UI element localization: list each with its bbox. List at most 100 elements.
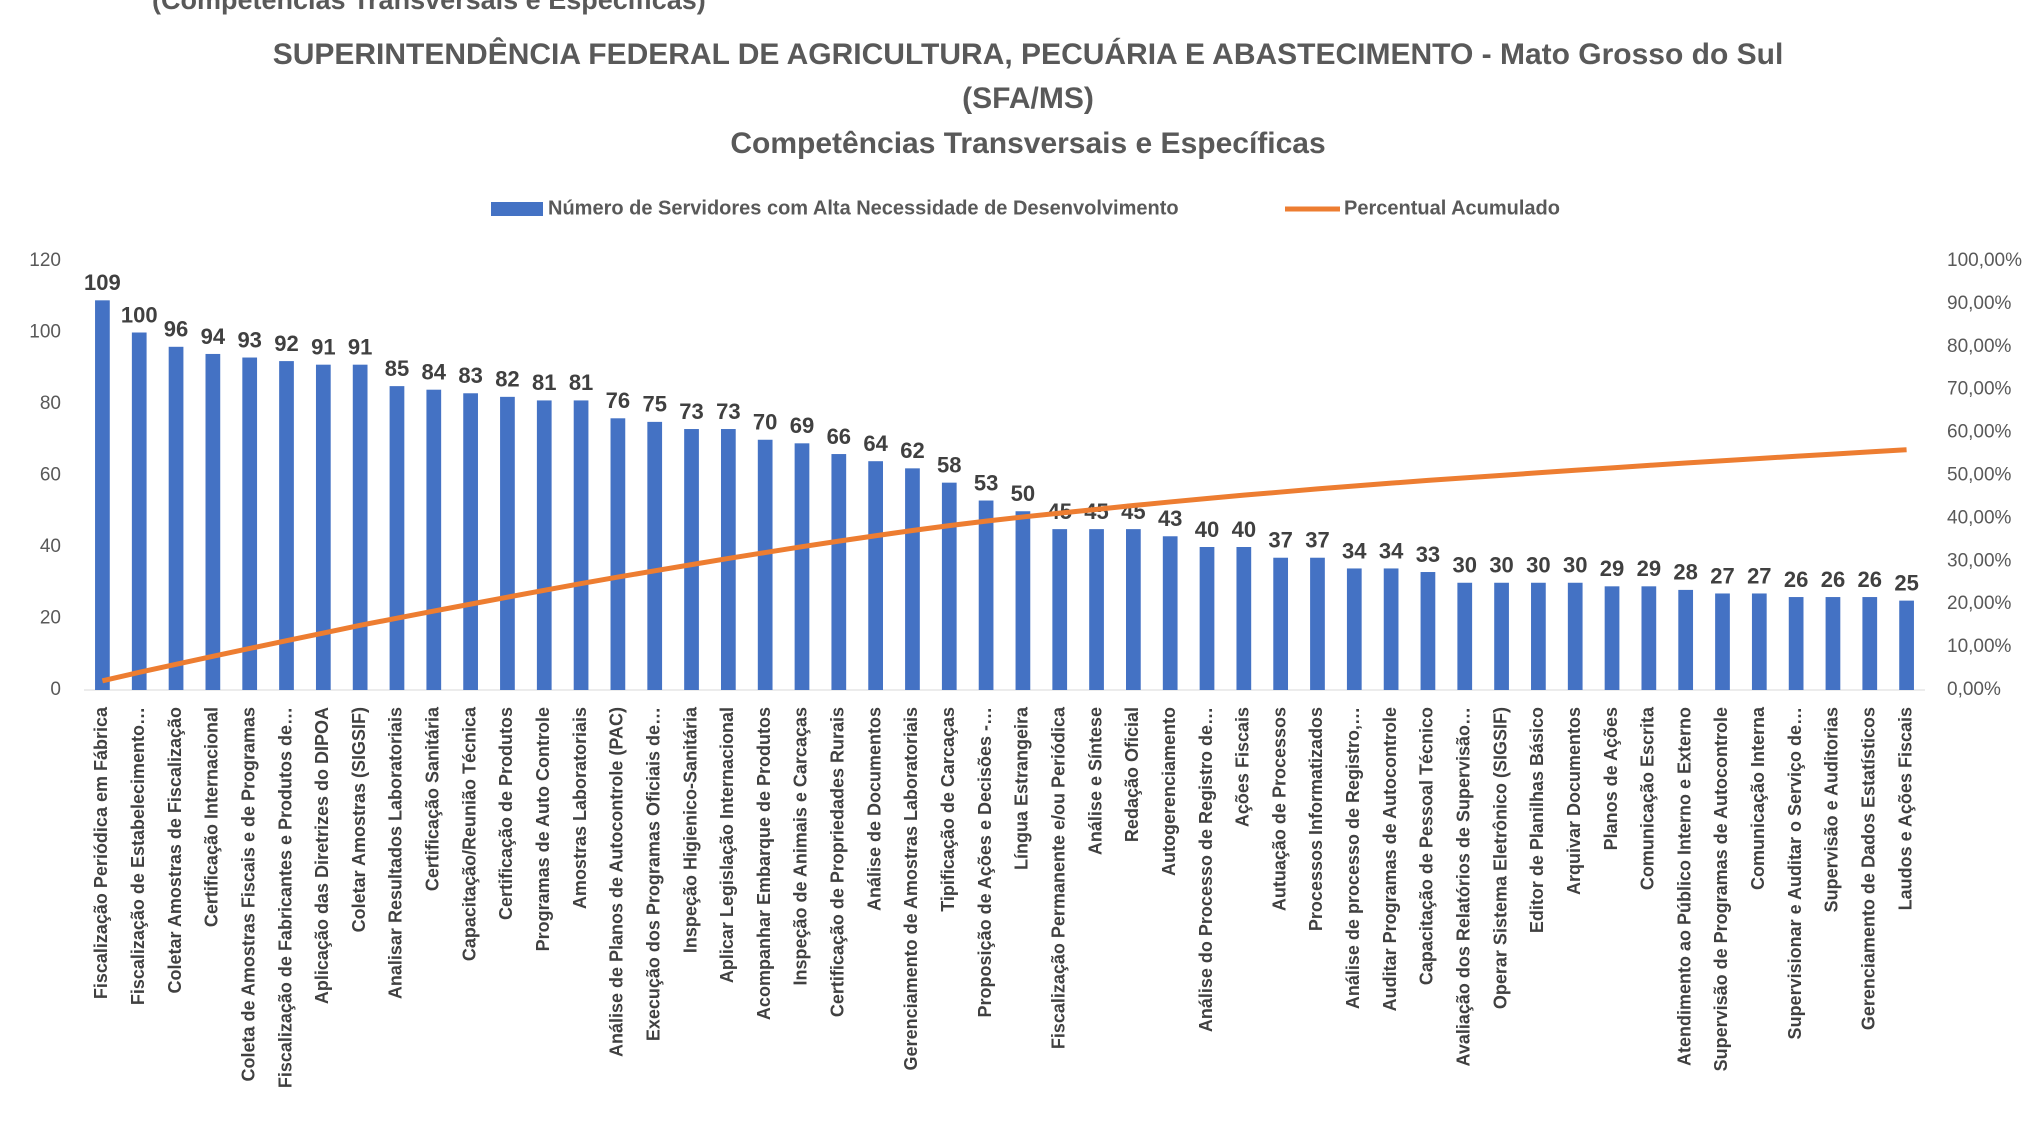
x-tick-label: Língua Estrangeira xyxy=(1012,706,1032,870)
bar xyxy=(757,439,773,690)
chart-subtitle: Competências Transversais e Específicas xyxy=(730,127,1325,160)
chart-title: SUPERINTENDÊNCIA FEDERAL DE AGRICULTURA,… xyxy=(273,37,1784,71)
data-label: 53 xyxy=(974,470,998,495)
bar xyxy=(1788,597,1804,690)
x-tick-label: Programas de Auto Controle xyxy=(533,707,553,951)
y2-tick-label: 50,00% xyxy=(1947,465,2012,486)
bar xyxy=(1567,582,1583,690)
data-label: 94 xyxy=(201,324,226,349)
x-tick-label: Fiscalização Periódica em Fábrica xyxy=(91,706,111,999)
x-tick-label: Supervisão de Programas de Autocontrole xyxy=(1711,707,1731,1071)
x-tick-label: Operar Sistema Eletrônico (SIGSIF) xyxy=(1490,707,1510,1009)
y-tick-label: 60 xyxy=(40,465,61,486)
bar xyxy=(1236,547,1252,690)
data-label: 92 xyxy=(274,331,298,356)
x-tick-label: Análise de processo de Registro,… xyxy=(1343,707,1363,1009)
y-tick-label: 40 xyxy=(40,536,61,557)
data-label: 25 xyxy=(1894,570,1918,595)
data-label: 34 xyxy=(1379,538,1404,563)
x-tick-label: Comunicação Escrita xyxy=(1638,706,1658,890)
bar xyxy=(610,418,626,690)
x-tick-label: Análise e Síntese xyxy=(1085,707,1105,855)
x-tick-label: Avaliação dos Relatórios de Supervisão… xyxy=(1454,707,1474,1066)
data-label: 91 xyxy=(311,334,335,359)
x-tick-label: Análise de Planos de Autocontrole (PAC) xyxy=(607,707,627,1057)
bar xyxy=(1604,586,1620,690)
x-tick-label: Autuação de Processos xyxy=(1269,707,1289,911)
bar xyxy=(941,482,957,690)
y2-tick-label: 0,00% xyxy=(1947,679,2001,700)
data-label: 26 xyxy=(1821,567,1845,592)
bar xyxy=(794,443,810,690)
data-label: 69 xyxy=(790,413,814,438)
x-tick-label: Laudos e Ações Fiscais xyxy=(1895,707,1915,910)
data-label: 70 xyxy=(753,410,777,435)
bar xyxy=(1273,557,1289,690)
bar xyxy=(1346,568,1362,690)
x-tick-label: Aplicar Legislação Internacional xyxy=(717,707,737,983)
bar xyxy=(978,500,994,690)
data-label: 34 xyxy=(1342,538,1367,563)
bar xyxy=(279,361,294,690)
y2-tick-label: 80,00% xyxy=(1947,336,2012,357)
x-tick-label: Redação Oficial xyxy=(1122,707,1142,842)
data-label: 40 xyxy=(1195,517,1219,542)
data-label: 40 xyxy=(1232,517,1256,542)
data-label: 30 xyxy=(1453,553,1477,578)
data-label: 76 xyxy=(606,388,630,413)
y2-tick-label: 40,00% xyxy=(1947,507,2012,528)
y-tick-label: 100 xyxy=(29,322,61,343)
bar xyxy=(905,468,920,690)
y2-tick-label: 70,00% xyxy=(1947,379,2012,400)
y2-tick-label: 60,00% xyxy=(1947,422,2012,443)
x-tick-label: Analisar Resultados Laboratoriais xyxy=(386,707,406,999)
bar xyxy=(463,393,478,690)
bar xyxy=(1126,529,1141,690)
y2-tick-label: 100,00% xyxy=(1947,250,2022,271)
x-tick-label: Processos Informatizados xyxy=(1306,707,1326,931)
x-tick-label: Capacitação de Pessoal Técnico xyxy=(1417,707,1437,985)
y-tick-label: 80 xyxy=(40,393,61,414)
x-tick-label: Coletar Amostras de Fiscalização xyxy=(165,707,185,993)
bar xyxy=(1015,511,1031,690)
y2-tick-label: 90,00% xyxy=(1947,293,2012,314)
data-label: 27 xyxy=(1710,563,1734,588)
bar xyxy=(1641,586,1657,690)
x-tick-label: Gerenciamento de Amostras Laboratoriais xyxy=(901,707,921,1070)
data-label: 28 xyxy=(1673,560,1697,585)
bar xyxy=(1310,557,1325,690)
x-tick-label: Certificação de Propriedades Rurais xyxy=(828,707,848,1017)
bar xyxy=(1825,597,1841,690)
data-label: 29 xyxy=(1600,556,1624,581)
x-tick-label: Auditar Programas de Autocontrole xyxy=(1380,707,1400,1011)
bar xyxy=(205,353,221,690)
x-tick-label: Supervisão e Auditorias xyxy=(1822,707,1842,912)
top-caption: (Competências Transversais e Específicas… xyxy=(152,0,706,15)
chart-title: (SFA/MS) xyxy=(962,82,1094,115)
data-label: 66 xyxy=(827,424,851,449)
data-label: 83 xyxy=(458,363,482,388)
y2-tick-label: 10,00% xyxy=(1947,636,2012,657)
data-label: 37 xyxy=(1305,528,1329,553)
data-label: 100 xyxy=(121,302,158,327)
data-label: 43 xyxy=(1158,506,1182,531)
bar xyxy=(1089,529,1104,690)
bar xyxy=(131,332,147,690)
data-label: 33 xyxy=(1416,542,1440,567)
legend-label: Número de Servidores com Alta Necessidad… xyxy=(548,197,1179,219)
x-tick-label: Inspeção Higienico-Sanitária xyxy=(680,706,700,953)
x-tick-label: Arquivar Documentos xyxy=(1564,707,1584,895)
bar xyxy=(1751,593,1767,690)
data-label: 93 xyxy=(237,327,261,352)
data-label: 27 xyxy=(1747,563,1771,588)
legend-swatch xyxy=(491,202,543,216)
bar xyxy=(389,386,405,690)
bar xyxy=(315,364,331,690)
x-tick-label: Fiscalização Permanente e/ou Periódica xyxy=(1048,706,1068,1049)
bar xyxy=(242,357,258,690)
data-label: 29 xyxy=(1637,556,1661,581)
data-label: 73 xyxy=(679,399,703,424)
y-tick-label: 20 xyxy=(40,608,61,629)
